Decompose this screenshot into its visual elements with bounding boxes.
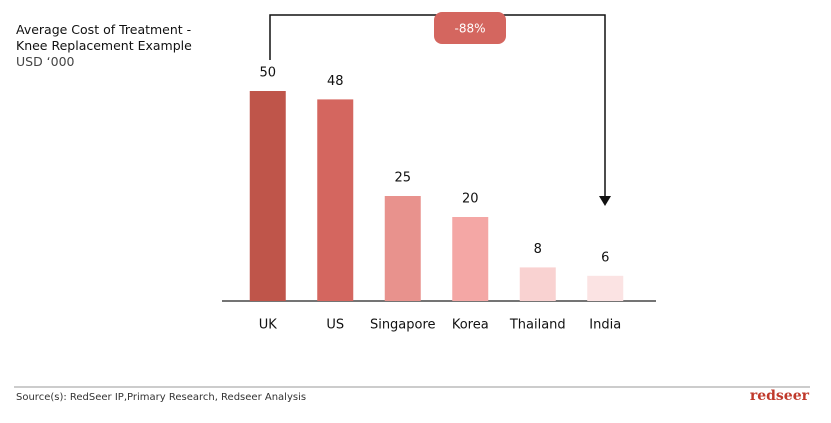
x-tick-label: India [589,318,621,333]
annotation: -88% [454,22,485,36]
value-label: 48 [327,74,344,89]
bar [317,99,354,302]
bar [384,196,421,301]
value-label: 8 [534,242,542,257]
logo: redseer [749,388,809,404]
arrow-head [599,196,611,206]
x-tick-label: Singapore [370,318,436,333]
value-label: 50 [259,66,276,81]
x-tick-label: Thailand [509,318,566,333]
bar [452,217,489,301]
x-tick-label: Korea [452,318,489,333]
annotation-box [434,12,506,44]
value-label: 6 [601,250,609,265]
value-label: 25 [394,171,411,186]
bar [519,267,556,301]
chart-subtitle: USD ‘000 [16,54,75,69]
bar [587,275,624,301]
value-label: 20 [462,192,479,207]
bar [249,91,286,301]
x-tick-label: US [326,318,344,333]
chart-title: Average Cost of Treatment - Knee Replace… [16,22,192,53]
x-tick-label: UK [259,318,278,333]
source: Source(s): RedSeer IP,Primary Research, … [16,392,307,403]
